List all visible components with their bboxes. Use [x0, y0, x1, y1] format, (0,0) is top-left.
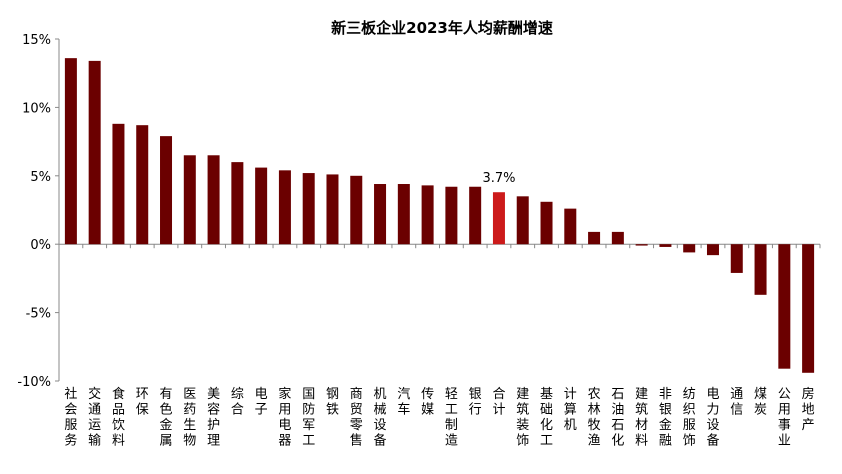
x-tick-label: 美容护理 [207, 387, 220, 449]
y-tick-label: 15% [22, 33, 51, 48]
x-tick-label: 商贸零售 [350, 387, 363, 449]
bar [255, 167, 268, 245]
bar [112, 123, 125, 245]
x-tick-label: 建筑装饰 [516, 387, 529, 449]
bar [421, 185, 434, 245]
bar [730, 244, 743, 273]
x-tick-label: 煤炭 [754, 387, 767, 418]
x-tick-label: 房地产 [802, 386, 815, 433]
bar [397, 184, 410, 245]
x-tick-label: 综合 [231, 387, 244, 418]
x-tick-label: 纺织服饰 [683, 387, 696, 449]
y-tick-label: -10% [17, 375, 51, 390]
x-tick-label: 建筑材料 [635, 387, 648, 449]
x-tick-label: 轻工制造 [445, 387, 458, 449]
x-tick-label: 银行 [469, 387, 482, 418]
bar [278, 170, 291, 245]
y-tick-label: -5% [26, 307, 51, 322]
chart-title: 新三板企业2023年人均薪酬增速 [331, 19, 553, 37]
y-tick-label: 10% [22, 101, 51, 116]
bar [374, 184, 387, 245]
bar [445, 186, 458, 245]
bar [683, 244, 696, 253]
x-tick-label: 医药生物 [183, 387, 196, 449]
bar [492, 192, 505, 245]
x-tick-label: 家用电器 [278, 386, 291, 449]
bar [564, 208, 577, 245]
bar [706, 244, 719, 256]
bars: 3.7% [64, 58, 815, 373]
bar [231, 162, 244, 245]
x-tick-label: 国防军工 [302, 387, 315, 449]
bar [540, 201, 553, 245]
bar [588, 231, 601, 245]
x-tick-label: 汽车 [397, 387, 410, 418]
bar [160, 136, 173, 245]
x-tick-label: 钢铁 [326, 387, 339, 418]
x-tick-label: 基础化工 [540, 387, 553, 449]
bar [469, 186, 482, 245]
bar [183, 155, 196, 245]
bar [659, 244, 672, 247]
y-tick-label: 0% [30, 238, 51, 253]
bar [326, 174, 339, 245]
data-label: 3.7% [482, 171, 515, 186]
x-tick-label: 合计 [492, 387, 505, 418]
x-tick-label: 电子 [255, 387, 268, 418]
x-tick-label: 有色金属 [160, 387, 173, 449]
bar [302, 173, 315, 245]
bar [207, 155, 220, 245]
x-tick-label: 通信 [730, 387, 743, 418]
category-labels: 社会服务交通运输食品饮料环保有色金属医药生物美容护理综合电子家用电器国防军工钢铁… [64, 386, 814, 449]
bar [611, 231, 624, 245]
x-tick-label: 农林牧渔 [588, 387, 601, 449]
x-tick-label: 石油石化 [611, 387, 624, 449]
bar [778, 244, 791, 369]
bar [88, 60, 101, 245]
x-tick-label: 公用事业 [778, 387, 791, 449]
bar [802, 244, 815, 373]
x-tick-label: 计算机 [564, 387, 577, 433]
bar [136, 125, 149, 245]
bar [754, 244, 767, 295]
bar [516, 196, 529, 245]
y-tick-label: 5% [30, 170, 51, 185]
bar [635, 244, 648, 246]
bar [64, 58, 77, 245]
x-tick-label: 非银金融 [659, 387, 672, 449]
x-tick-label: 环保 [136, 387, 149, 418]
x-tick-label: 电力设备 [706, 387, 719, 449]
x-tick-label: 社会服务 [64, 386, 77, 449]
x-tick-label: 机械设备 [374, 387, 387, 449]
x-tick-label: 食品饮料 [112, 386, 125, 449]
x-tick-label: 交通运输 [88, 386, 101, 449]
x-tick-label: 传媒 [421, 387, 434, 418]
bar [350, 175, 363, 245]
